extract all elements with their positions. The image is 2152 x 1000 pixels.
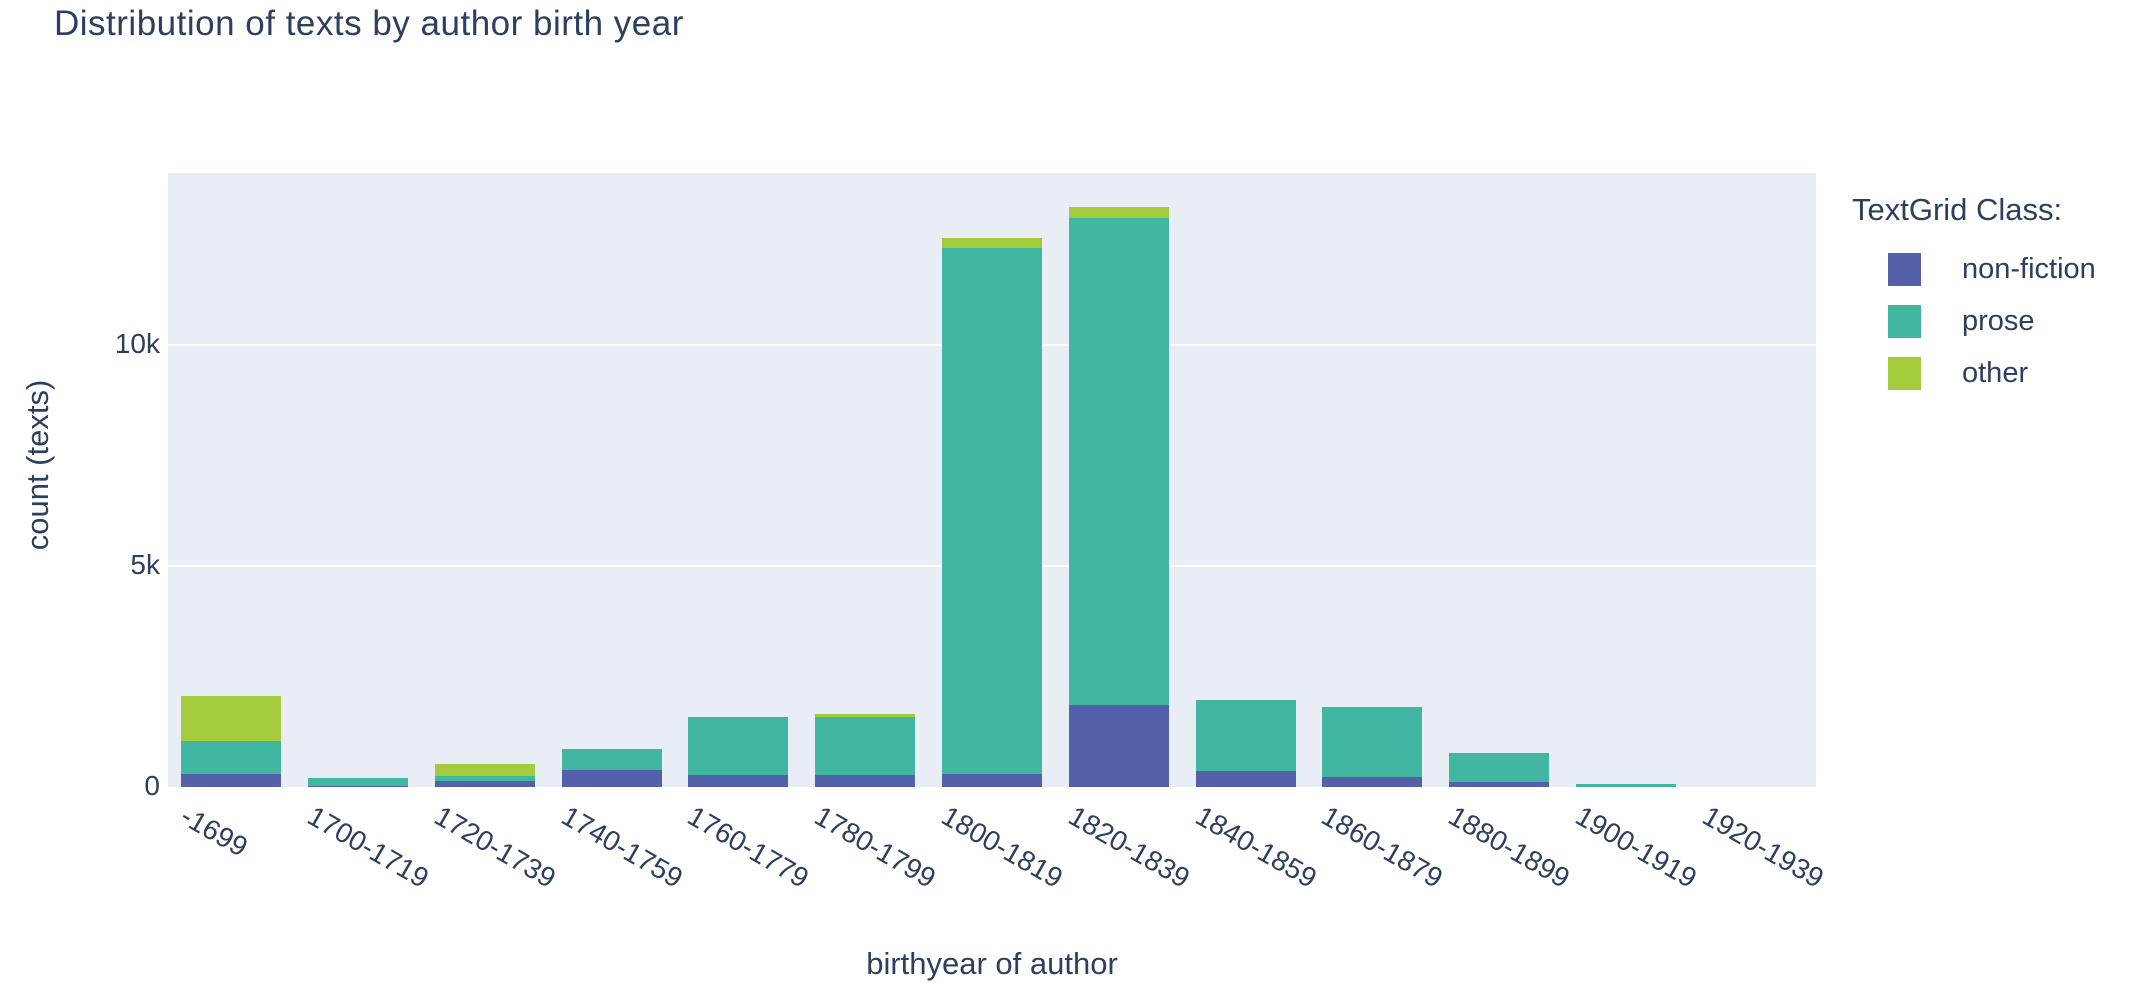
bar-segment-prose-1800-1819[interactable] — [942, 247, 1042, 775]
bar-segment-prose-1860-1879[interactable] — [1322, 706, 1423, 778]
bar-segment-non-fiction-1760-1779[interactable] — [688, 775, 789, 787]
x-tick-label-1840-1859: 1840-1859 — [1190, 800, 1322, 894]
x-tick-label-1920-1939: 1920-1939 — [1697, 800, 1829, 894]
x-tick-label-1760-1779: 1760-1779 — [682, 800, 815, 894]
legend-swatch-other — [1888, 357, 1921, 390]
plot-area — [168, 173, 1816, 787]
x-tick-label-1880-1899: 1880-1899 — [1443, 800, 1576, 894]
y-tick-label-5k: 5k — [130, 548, 160, 580]
legend-title: TextGrid Class: — [1852, 192, 2063, 227]
bar-segment-prose-1760-1779[interactable] — [688, 716, 789, 776]
legend-item-prose[interactable]: prose — [1852, 305, 2096, 338]
bar-segment-other-1820-1839[interactable] — [1068, 207, 1169, 219]
bar-segment-other-1780-1799[interactable] — [815, 713, 916, 717]
bar-segment-other-1800-1819[interactable] — [942, 238, 1042, 248]
x-tick-label-1860-1879: 1860-1879 — [1316, 800, 1449, 894]
legend: TextGrid Class: non-fiction prose other — [1852, 190, 2096, 409]
x-axis-title: birthyear of author — [866, 946, 1118, 981]
x-tick-label-1820-1839: 1820-1839 — [1063, 800, 1195, 894]
legend-label-other: other — [1962, 357, 2029, 389]
bar-segment-non-fiction-1740-1759[interactable] — [561, 770, 662, 787]
bar-segment-prose-1780-1799[interactable] — [815, 716, 916, 776]
y-axis-title: count (texts) — [20, 379, 55, 551]
bar-segment-other--1699[interactable] — [181, 695, 282, 741]
bar-segment-prose-1740-1759[interactable] — [561, 748, 662, 771]
bar-segment-non-fiction-1780-1799[interactable] — [815, 775, 916, 787]
bar-segment-non-fiction--1699[interactable] — [181, 773, 282, 787]
legend-item-non-fiction[interactable]: non-fiction — [1852, 253, 2096, 286]
bar-segment-other-1720-1739[interactable] — [434, 763, 535, 776]
bar-segment-non-fiction-1880-1899[interactable] — [1449, 782, 1550, 787]
legend-swatch-prose — [1888, 305, 1921, 338]
bar-segment-prose--1699[interactable] — [181, 740, 282, 774]
legend-item-other[interactable]: other — [1852, 357, 2096, 390]
legend-label-non-fiction: non-fiction — [1962, 253, 2096, 285]
legend-label-prose: prose — [1962, 305, 2035, 337]
x-tick-label-1700-1719: 1700-1719 — [302, 800, 435, 894]
x-tick-label-1740-1759: 1740-1759 — [556, 800, 688, 894]
x-tick-label-1800-1819: 1800-1819 — [936, 800, 1068, 894]
bar-segment-non-fiction-1800-1819[interactable] — [942, 774, 1042, 787]
bar-segment-prose-1720-1739[interactable] — [434, 775, 535, 782]
y-tick-label-10k: 10k — [114, 327, 160, 359]
bar-segment-prose-1880-1899[interactable] — [1449, 753, 1550, 783]
bar-segment-non-fiction-1840-1859[interactable] — [1195, 771, 1296, 787]
bar-segment-non-fiction-1860-1879[interactable] — [1322, 777, 1423, 787]
x-tick-label--1699: -1699 — [175, 800, 254, 863]
bar-segment-prose-1840-1859[interactable] — [1195, 699, 1296, 772]
chart-title: Distribution of texts by author birth ye… — [54, 4, 684, 43]
x-tick-label-1780-1799: 1780-1799 — [809, 800, 942, 894]
bar-segment-non-fiction-1720-1739[interactable] — [434, 781, 535, 787]
legend-swatch-non-fiction — [1888, 253, 1921, 286]
bar-segment-non-fiction-1820-1839[interactable] — [1068, 704, 1169, 787]
x-tick-label-1720-1739: 1720-1739 — [429, 800, 561, 894]
bar-segment-non-fiction-1700-1719[interactable] — [308, 785, 409, 787]
x-tick-label-1900-1919: 1900-1919 — [1570, 800, 1702, 894]
y-tick-label-0: 0 — [144, 770, 160, 801]
bar-segment-prose-1820-1839[interactable] — [1068, 218, 1169, 705]
bar-segment-prose-1900-1919[interactable] — [1575, 783, 1676, 787]
bar-segment-prose-1700-1719[interactable] — [308, 778, 409, 786]
